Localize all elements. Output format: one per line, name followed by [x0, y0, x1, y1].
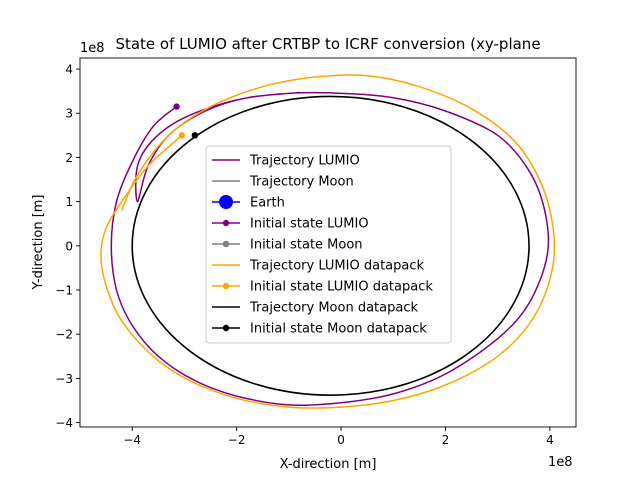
y-axis-label: Y-direction [m] — [31, 195, 46, 291]
x-tick-label: 0 — [337, 433, 345, 447]
legend-trajectory-lumio-datapack-label: Trajectory LUMIO datapack — [249, 259, 424, 274]
legend-initial-state-moon-label: Initial state Moon — [250, 238, 363, 253]
y-tick-label: 2 — [65, 151, 73, 165]
x-tick-label: −2 — [228, 433, 246, 447]
legend-initial-state-moon-marker — [222, 240, 230, 248]
legend-initial-state-lumio-datapack-marker — [222, 282, 230, 290]
y-tick-label: −2 — [55, 328, 73, 342]
x-tick-label: 4 — [546, 433, 554, 447]
y-tick-label: 4 — [65, 63, 73, 77]
legend-trajectory-moon-datapack-label: Trajectory Moon datapack — [249, 301, 418, 316]
initial-state-lumio-marker — [173, 103, 180, 110]
axes-frame — [79, 57, 577, 428]
trajectory-moon-datapack-line — [131, 95, 530, 396]
y-tick-label: 1 — [65, 195, 73, 209]
legend-initial-state-moon-datapack-label: Initial state Moon datapack — [250, 322, 427, 337]
plot-content — [100, 74, 556, 409]
initial-state-lumio-datapack-marker — [178, 132, 186, 139]
legend-initial-state-lumio-label: Initial state LUMIO — [250, 217, 369, 232]
trajectory-lumio-line — [110, 91, 550, 407]
y-tick-label: 0 — [65, 239, 73, 253]
legend-trajectory-lumio-label: Trajectory LUMIO — [249, 154, 360, 169]
legend-initial-state-lumio-marker — [222, 219, 230, 227]
y-tick-label: −1 — [55, 284, 73, 298]
legend-initial-state-lumio-datapack-label: Initial state LUMIO datapack — [250, 280, 433, 295]
trajectory-lumio-datapack-line — [100, 74, 556, 409]
plot-area — [100, 74, 556, 409]
y-tick-label: −4 — [55, 416, 73, 430]
x-axis-label: X-direction [m] — [280, 457, 377, 472]
axes: −4 −2 0 2 4 −4 −3 −2 −1 0 1 2 3 4 — [55, 57, 577, 447]
chart-title: State of LUMIO after CRTBP to ICRF conve… — [115, 35, 540, 53]
legend-initial-state-moon-datapack-marker — [222, 324, 230, 332]
x-offset-text: 1e8 — [548, 455, 573, 470]
legend: Trajectory LUMIO Trajectory Moon Earth Init… — [205, 145, 452, 344]
legend-trajectory-moon-label: Trajectory Moon — [249, 175, 354, 190]
x-tick-label: −4 — [123, 433, 141, 447]
legend-earth-marker — [219, 195, 233, 209]
legend-box — [205, 145, 452, 344]
legend-earth-label: Earth — [250, 196, 285, 211]
y-tick-label: 3 — [65, 107, 73, 121]
initial-state-moon-datapack-marker — [191, 132, 199, 139]
y-tick-label: −3 — [55, 372, 73, 386]
x-tick-label: 2 — [442, 433, 450, 447]
y-offset-text: 1e8 — [80, 41, 105, 56]
